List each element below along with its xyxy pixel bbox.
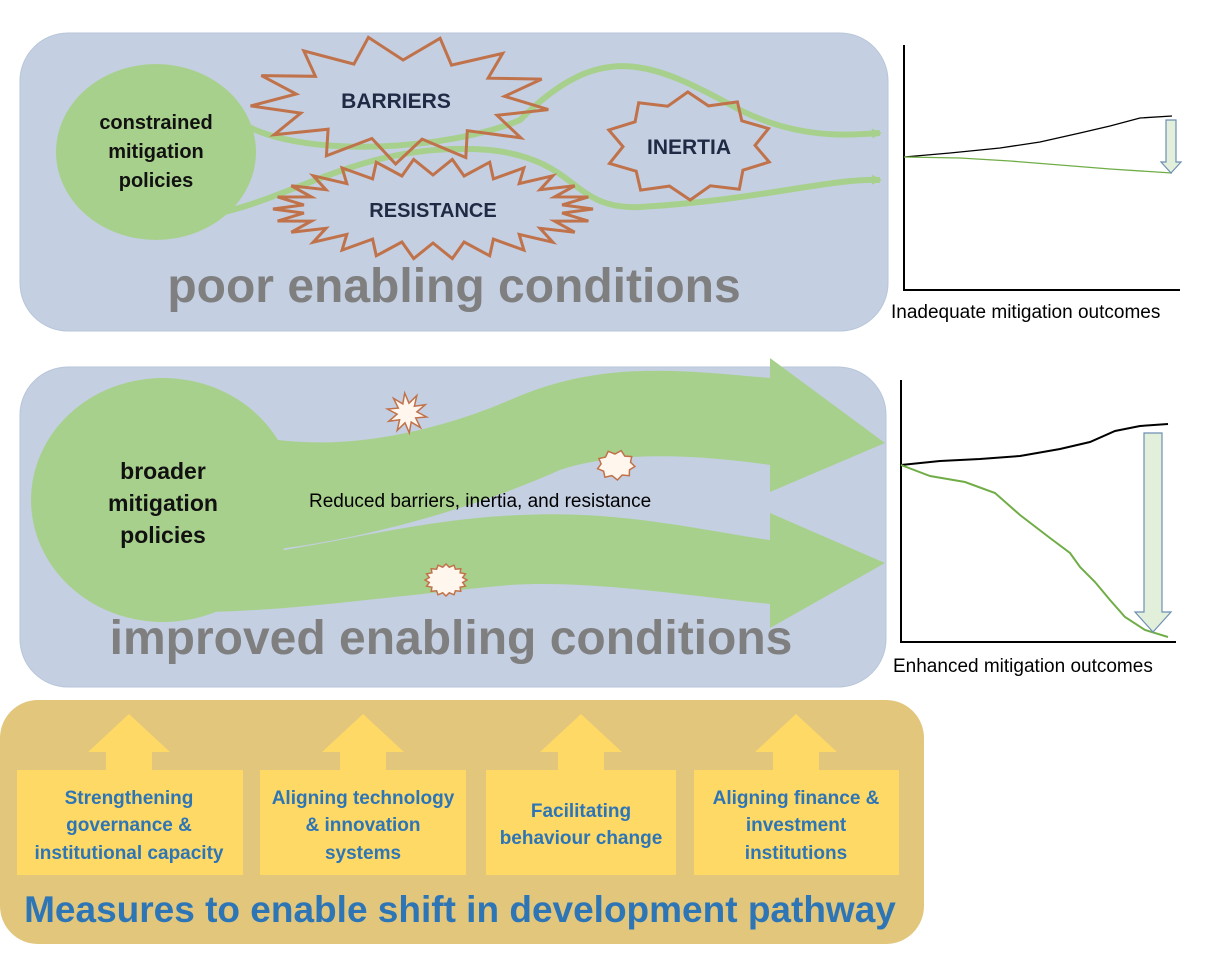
enhanced-outcomes-chart: Enhanced mitigation outcomes [893, 380, 1176, 677]
top-panel: BARRIERS RESISTANCE INERTIA constrained … [19, 32, 889, 332]
inertia-label: INERTIA [647, 136, 731, 159]
bottom-panel: Strengthening governance & institutional… [0, 700, 924, 944]
measure-3-up-arrow [540, 714, 622, 771]
middle-chart-reduction-arrow [1133, 432, 1173, 633]
middle-chart-baseline-curve [900, 423, 1169, 466]
broader-policies-label-line3: policies [120, 522, 206, 548]
measure-1-line1: Strengthening [65, 788, 194, 809]
measures-title: Measures to enable shift in development … [24, 889, 896, 930]
measure-2-line3: systems [325, 843, 401, 864]
top-chart-reduction-arrow [1159, 119, 1183, 174]
measure-4-line1: Aligning finance & [713, 788, 880, 809]
inadequate-outcomes-label: Inadequate mitigation outcomes [891, 302, 1160, 323]
measure-4-line3: institutions [745, 843, 847, 864]
constrained-policies-label-line2: mitigation [108, 141, 204, 163]
measure-3-line1: Facilitating [531, 801, 631, 822]
measure-3-box [486, 770, 676, 875]
enhanced-outcomes-label: Enhanced mitigation outcomes [893, 656, 1153, 677]
measure-2-line1: Aligning technology [272, 788, 455, 809]
improved-conditions-label: improved enabling conditions [110, 612, 793, 665]
top-chart-mitigation-curve [903, 156, 1173, 174]
barriers-label: BARRIERS [341, 90, 451, 113]
small-resistance-burst [423, 562, 469, 598]
small-inertia-burst [596, 449, 637, 482]
measure-1-line2: governance & [66, 815, 192, 836]
barriers-burst-shape [250, 35, 549, 167]
measure-2-up-arrow [322, 714, 404, 771]
constrained-policies-circle [56, 64, 256, 240]
measure-4-line2: investment [746, 815, 847, 836]
resistance-label: RESISTANCE [369, 200, 496, 222]
middle-lower-pathway [200, 513, 885, 628]
measure-2-box [260, 770, 466, 875]
broader-policies-label-line2: mitigation [108, 490, 218, 516]
measure-1-line3: institutional capacity [35, 843, 224, 864]
middle-upper-pathway [230, 358, 885, 550]
constrained-policies-label-line3: policies [119, 170, 193, 192]
inertia-burst-shape [606, 90, 772, 202]
middle-chart-mitigation-curve [900, 464, 1169, 638]
reduced-barriers-label: Reduced barriers, inertia, and resistanc… [309, 491, 651, 512]
top-lower-pathway [219, 145, 882, 216]
measure-1-box [17, 770, 243, 875]
small-barriers-burst [384, 390, 430, 436]
constrained-policies-label-line1: constrained [99, 112, 212, 134]
inadequate-outcomes-chart: Inadequate mitigation outcomes [891, 45, 1183, 323]
measure-4-box [694, 770, 899, 875]
top-upper-pathway [238, 63, 882, 150]
broader-policies-circle [31, 378, 295, 622]
resistance-burst-shape [272, 157, 594, 261]
measure-3-line2: behaviour change [500, 828, 663, 849]
measure-2-line2: & innovation [305, 815, 420, 836]
broader-policies-label-line1: broader [120, 458, 206, 484]
poor-conditions-label: poor enabling conditions [167, 260, 740, 313]
measure-4-up-arrow [755, 714, 837, 771]
middle-panel: broader mitigation policies Reduced barr… [19, 358, 887, 688]
measure-1-up-arrow [88, 714, 170, 771]
top-chart-baseline-curve [903, 115, 1173, 158]
